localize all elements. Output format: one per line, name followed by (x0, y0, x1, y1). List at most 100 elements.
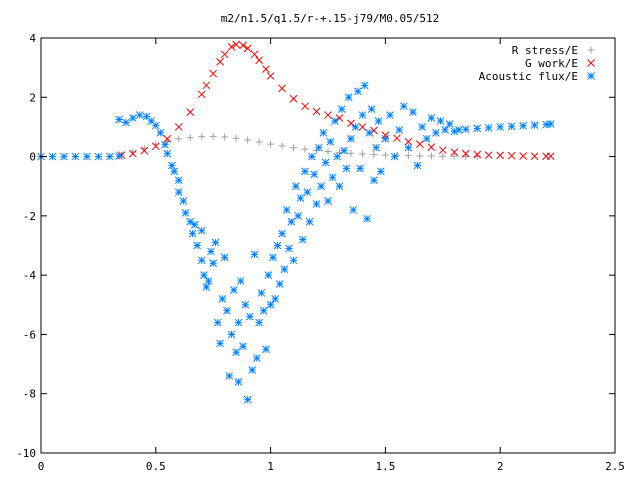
data-point (367, 105, 376, 113)
data-point (439, 152, 447, 160)
data-point (353, 87, 362, 96)
data-point (218, 295, 227, 303)
data-point (197, 90, 206, 99)
data-point (342, 164, 351, 173)
data-point (496, 151, 505, 160)
data-point (427, 152, 435, 160)
data-point (546, 152, 555, 161)
data-point (225, 372, 234, 380)
data-point (360, 81, 369, 90)
data-point (168, 161, 176, 170)
data-point (128, 149, 137, 158)
x-tick-label: 2 (497, 460, 504, 473)
data-point (239, 342, 247, 351)
data-point (71, 152, 80, 161)
x-tick-label: 1.5 (375, 460, 395, 473)
data-point (422, 134, 431, 143)
data-point (202, 283, 211, 291)
data-point (262, 65, 270, 73)
data-point (374, 117, 383, 125)
data-point (455, 126, 463, 134)
chart-title: m2/n1.5/q1.5/r-+.15-j79/M0.05/512 (221, 12, 440, 25)
legend-marker (587, 72, 595, 80)
data-point (347, 149, 355, 157)
data-point (239, 41, 247, 50)
data-point (308, 152, 316, 161)
data-point (310, 170, 319, 179)
data-point (278, 84, 286, 93)
data-point (151, 121, 160, 130)
data-point (314, 143, 323, 152)
data-point (220, 50, 229, 59)
y-tick-label: -6 (23, 328, 36, 341)
data-point (135, 111, 144, 119)
data-point (255, 138, 263, 146)
data-point (186, 134, 194, 142)
data-point (234, 378, 243, 386)
data-point (163, 149, 172, 158)
data-point (395, 126, 404, 134)
series-2 (117, 40, 555, 161)
data-point (358, 123, 367, 131)
data-point (243, 395, 252, 404)
data-point (432, 129, 440, 137)
y-tick-label: 4 (29, 32, 36, 45)
data-point (174, 176, 183, 185)
data-point (282, 206, 291, 214)
data-point (473, 124, 482, 133)
data-point (255, 56, 263, 65)
data-point (305, 217, 314, 226)
data-point (344, 93, 353, 102)
data-point (285, 244, 293, 253)
data-point (209, 259, 218, 268)
data-point (450, 127, 459, 136)
data-point (404, 137, 413, 146)
data-point (294, 212, 303, 220)
data-point (363, 214, 371, 223)
series-3 (37, 81, 555, 404)
data-point (298, 235, 307, 244)
data-point (427, 114, 436, 122)
data-point (140, 146, 149, 155)
data-point (198, 133, 206, 141)
data-point (211, 238, 220, 247)
data-point (292, 182, 300, 191)
data-point (381, 151, 389, 159)
data-point (48, 152, 57, 161)
legend-label: G work/E (525, 57, 578, 70)
data-point (223, 306, 231, 315)
data-point (340, 146, 348, 155)
legend-marker (587, 46, 595, 54)
data-point (507, 122, 516, 131)
data-point (289, 94, 298, 103)
data-point (317, 182, 325, 191)
data-point (267, 140, 275, 148)
data-point (331, 117, 339, 125)
data-point (94, 152, 103, 161)
data-point (170, 167, 179, 176)
data-point (409, 108, 417, 116)
data-point (507, 151, 516, 160)
data-point (301, 167, 309, 176)
data-point (347, 134, 355, 143)
data-point (271, 295, 280, 303)
y-tick-label: -4 (23, 269, 37, 282)
data-point (262, 345, 270, 354)
data-point (324, 148, 332, 156)
data-point (209, 69, 218, 78)
data-point (227, 43, 236, 51)
data-point (175, 135, 183, 143)
data-point (519, 121, 528, 130)
legend-marker (587, 59, 595, 67)
data-point (324, 111, 332, 119)
data-point (484, 123, 493, 132)
data-point (328, 173, 337, 182)
data-point (312, 107, 321, 116)
data-point (326, 137, 335, 146)
data-point (248, 366, 257, 374)
data-point (83, 152, 91, 161)
data-point (450, 148, 459, 156)
data-point (519, 152, 528, 160)
data-point (496, 123, 505, 131)
